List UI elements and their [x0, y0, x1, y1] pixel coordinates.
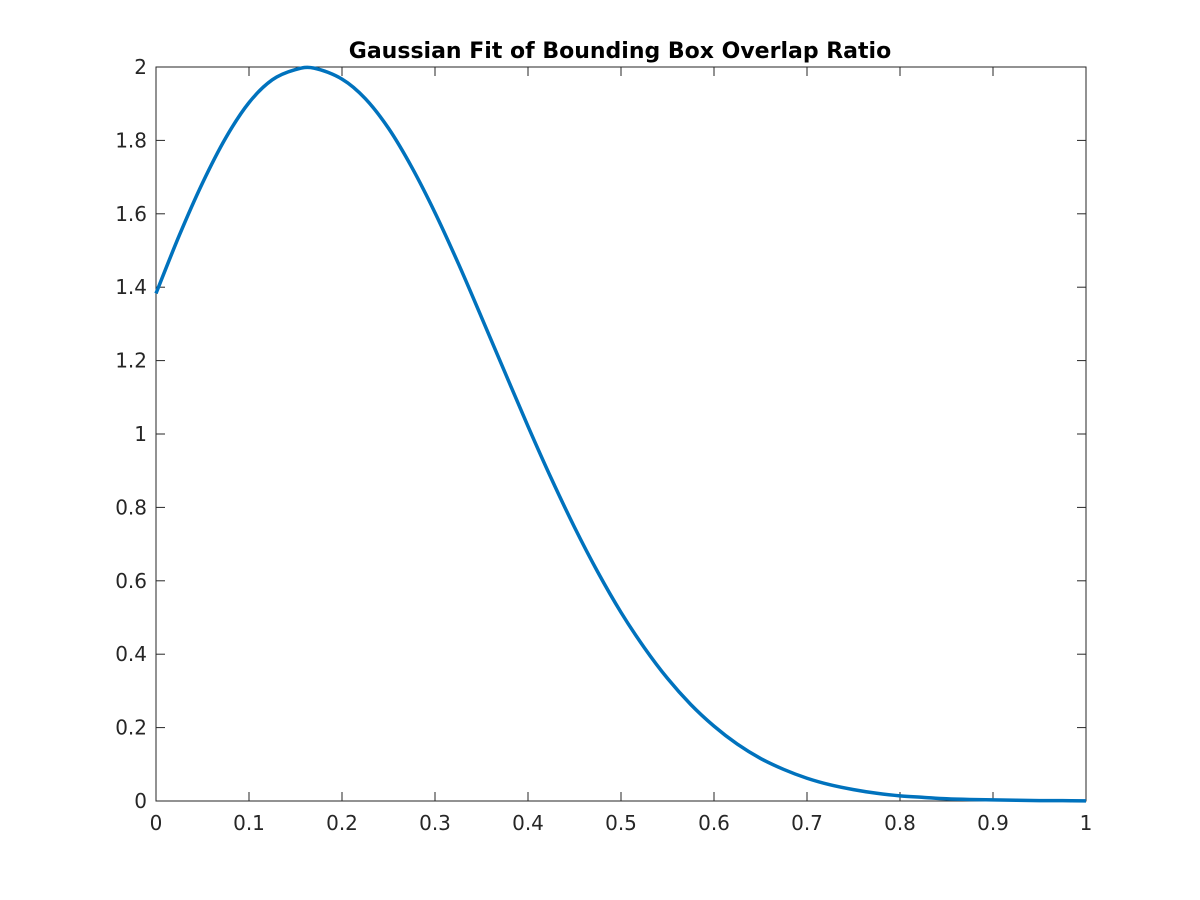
y-tick-label: 0 — [134, 789, 147, 813]
x-tick-label: 0 — [150, 811, 163, 835]
y-tick-label: 0.8 — [115, 495, 147, 519]
x-tick-label: 0.5 — [605, 811, 637, 835]
y-tick-label: 1.6 — [115, 202, 147, 226]
tick-marks — [155, 66, 1087, 802]
y-tick-label: 1.4 — [115, 275, 147, 299]
y-tick-label: 2 — [134, 55, 147, 79]
y-tick-label: 1.2 — [115, 349, 147, 373]
y-tick-label: 1.8 — [115, 128, 147, 152]
x-tick-label: 0.4 — [512, 811, 544, 835]
y-tick-label: 0.6 — [115, 569, 147, 593]
series-layer — [154, 65, 1087, 803]
x-tick-label: 0.7 — [791, 811, 823, 835]
series-line — [154, 65, 1087, 803]
x-tick-label: 0.6 — [698, 811, 730, 835]
axes-box — [155, 66, 1087, 802]
x-tick-label: 0.9 — [977, 811, 1009, 835]
y-tick-label: 1 — [134, 422, 147, 446]
x-tick-label: 0.8 — [884, 811, 916, 835]
y-tick-label: 0.2 — [115, 716, 147, 740]
x-tick-label: 1 — [1080, 811, 1093, 835]
x-tick-label: 0.3 — [419, 811, 451, 835]
chart-title: Gaussian Fit of Bounding Box Overlap Rat… — [349, 39, 891, 64]
x-tick-label: 0.2 — [326, 811, 358, 835]
x-tick-label: 0.1 — [233, 811, 265, 835]
y-tick-label: 0.4 — [115, 642, 147, 666]
tick-labels: 0 0.1 0.2 0.3 0.4 0.5 0.6 0.7 0.8 0.9 1 0 0.2 0.4 0.6 0… — [115, 55, 1092, 835]
